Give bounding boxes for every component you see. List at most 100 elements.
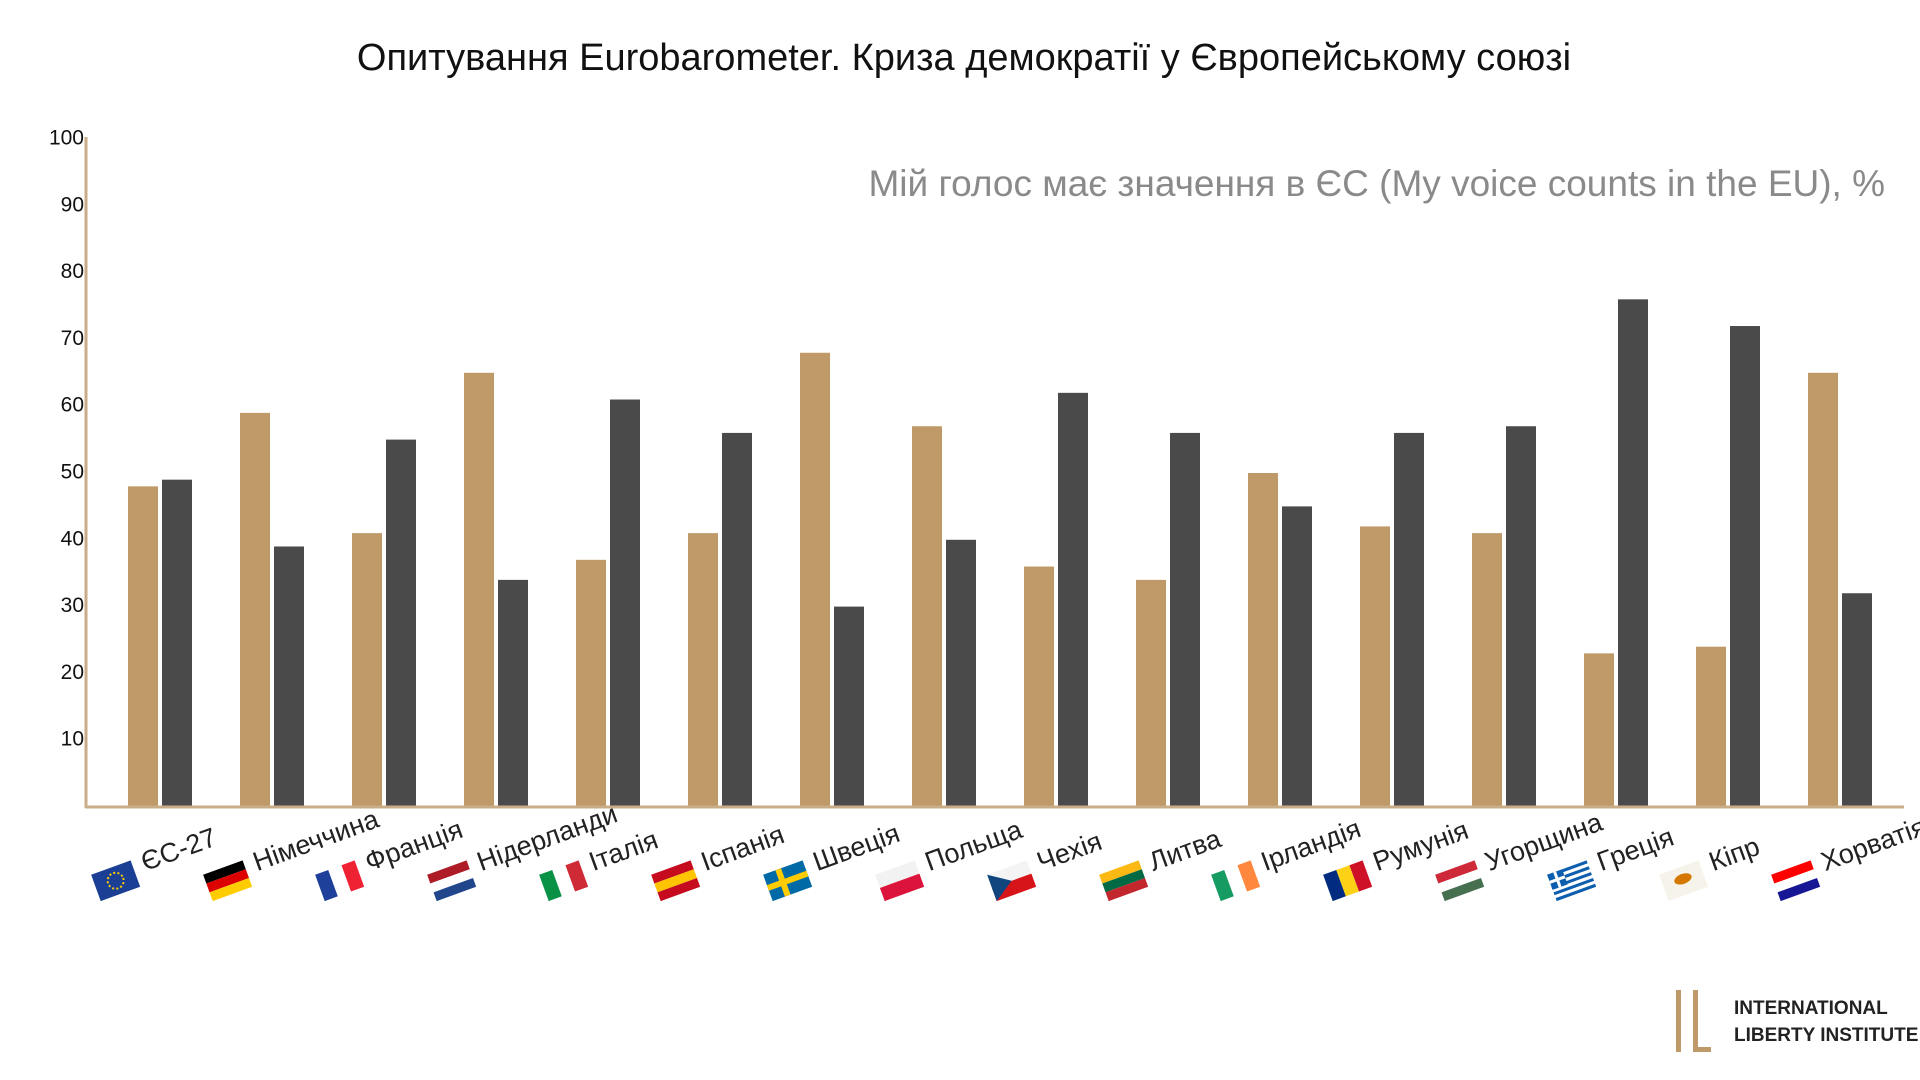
y-tick-label: 70 [61, 327, 84, 350]
y-tick-label: 30 [61, 594, 84, 617]
bar [946, 539, 976, 807]
chart-title: Опитування Eurobarometer. Криза демократ… [357, 37, 1571, 79]
flag-part [433, 877, 477, 902]
bar [1842, 593, 1872, 807]
x-tick-label: Німеччина [249, 803, 384, 876]
bar [1506, 426, 1536, 807]
flag-part [1774, 869, 1817, 893]
y-tick-label: 20 [61, 661, 84, 684]
bar [688, 533, 718, 807]
flag [539, 860, 589, 902]
flag [1211, 860, 1261, 902]
flag-part [1555, 883, 1597, 902]
flag-part [1441, 877, 1485, 902]
bar [240, 412, 270, 807]
y-tick-label: 10 [61, 728, 84, 751]
flag-part [1349, 860, 1373, 892]
bar [1730, 326, 1760, 807]
bar [1282, 506, 1312, 807]
bar [352, 533, 382, 807]
logo-bar [1693, 990, 1698, 1052]
x-tick-label: Чехія [1033, 826, 1106, 877]
flag-part [427, 860, 470, 884]
flag [427, 860, 477, 902]
bar [1360, 526, 1390, 807]
bar [1696, 646, 1726, 807]
flag-part [328, 865, 352, 897]
bar [386, 439, 416, 807]
x-tick-label: Швеція [809, 818, 904, 877]
flag [91, 860, 141, 902]
flag-part [1771, 860, 1814, 884]
flag [651, 860, 701, 902]
x-tick-label: Литва [1145, 823, 1226, 877]
bar [1248, 473, 1278, 807]
bar [1472, 533, 1502, 807]
flag-part [1552, 875, 1593, 893]
flag [1323, 860, 1373, 902]
logo-text: INTERNATIONAL [1734, 998, 1888, 1019]
bar [834, 606, 864, 807]
flag-part [875, 860, 920, 888]
y-tick-label: 50 [61, 461, 84, 484]
bar [1394, 432, 1424, 807]
flag-part [1549, 875, 1566, 884]
flag-part [1211, 869, 1234, 902]
x-tick: ЄС-27 [91, 822, 220, 902]
bar [162, 479, 192, 807]
flag-part [565, 860, 589, 892]
flag-part [1336, 865, 1360, 897]
flag-part [654, 869, 697, 893]
flag-part [766, 870, 809, 891]
chart-subtitle: Мій голос має значення в ЄС (My voice co… [868, 163, 1885, 204]
bar [722, 432, 752, 807]
x-tick-label: Іспанія [697, 819, 788, 877]
flag-part [657, 877, 701, 902]
bar [1618, 299, 1648, 807]
flag-part [1102, 869, 1145, 893]
y-tick-label: 90 [61, 193, 84, 216]
flag-part [1553, 877, 1595, 896]
flag [1435, 860, 1485, 902]
flag-part [651, 860, 694, 884]
flag-part [1105, 877, 1149, 902]
x-tick: Литва [1099, 823, 1226, 902]
bar [128, 486, 158, 807]
flag [1659, 860, 1709, 902]
flag [987, 860, 1037, 902]
bar [1808, 372, 1838, 807]
flag-part [539, 869, 562, 902]
logo-bar [1693, 1047, 1711, 1052]
flag-part [1674, 873, 1692, 885]
flag [203, 860, 253, 902]
bar [576, 559, 606, 807]
bar [1584, 653, 1614, 807]
y-tick-label: 80 [61, 260, 84, 283]
y-tick-label: 60 [61, 394, 84, 417]
flag-part [1099, 860, 1142, 884]
flag-part [203, 860, 246, 884]
flag-part [991, 873, 1037, 902]
bar [1170, 432, 1200, 807]
flag [875, 860, 925, 902]
flag-part [1438, 869, 1481, 893]
y-tick-label: 100 [49, 127, 84, 150]
flag-part [315, 869, 338, 902]
flag [1547, 860, 1597, 902]
y-tick-label: 40 [61, 527, 84, 550]
flag-part [430, 869, 473, 893]
bar [1136, 579, 1166, 807]
flag-part [552, 865, 576, 897]
flag [1771, 860, 1821, 902]
flag [315, 860, 365, 902]
flag-part [206, 869, 249, 893]
bar [1058, 392, 1088, 807]
flag [763, 860, 813, 902]
flag-part [1777, 877, 1821, 902]
logo-text: LIBERTY INSTITUTE [1734, 1025, 1918, 1046]
bar [912, 426, 942, 807]
bar [274, 546, 304, 807]
flag-part [209, 877, 253, 902]
bar [498, 579, 528, 807]
